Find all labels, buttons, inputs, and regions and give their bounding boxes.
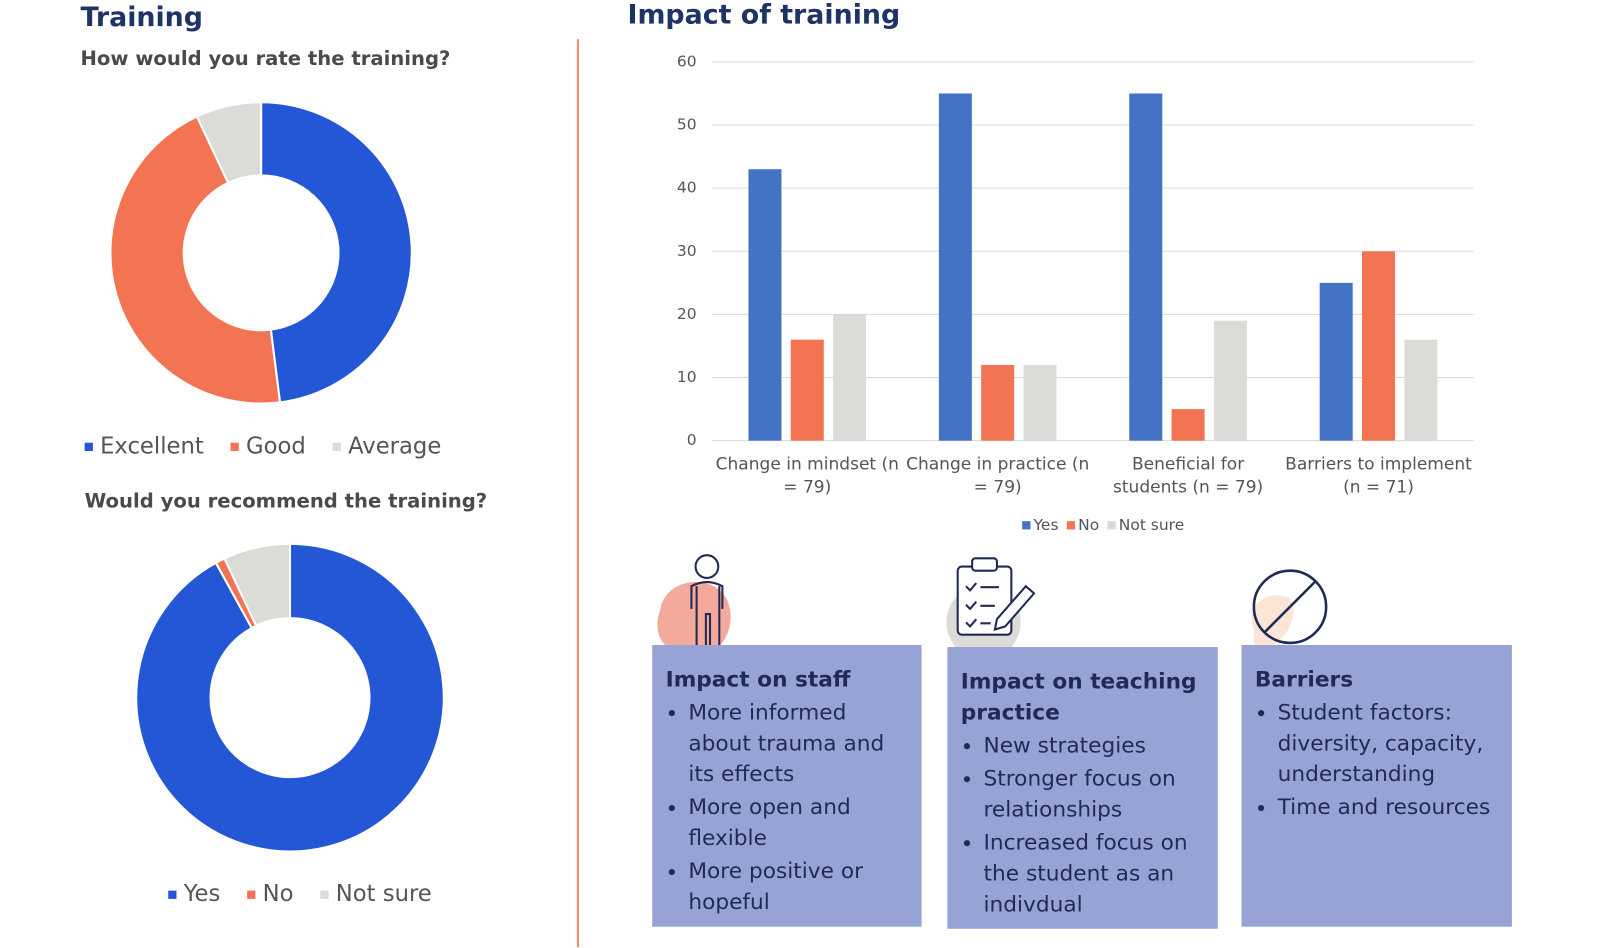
- legend-label: Good: [246, 433, 306, 459]
- card-title: Impact on staff: [665, 666, 851, 692]
- bar: [1213, 320, 1247, 441]
- teaching-icon: [946, 557, 1036, 660]
- card-list: Student factors: diversity, capacity, un…: [1255, 697, 1502, 823]
- card-list: New strategiesStronger focus on relation…: [961, 730, 1208, 920]
- section-heading: Impact of training: [627, 0, 901, 31]
- y-tick-label: 50: [677, 116, 697, 134]
- bar: [981, 364, 1015, 441]
- legend-label: Not sure: [1119, 516, 1184, 534]
- slice: [223, 542, 292, 628]
- bar: [1404, 339, 1438, 441]
- slice: [109, 115, 282, 405]
- card-title: Barriers: [1254, 666, 1354, 692]
- info-card: Impact on staff More informed about traum…: [652, 644, 922, 927]
- legend-label: No: [1078, 516, 1099, 534]
- legend-swatch: [247, 890, 256, 899]
- bar: [1171, 409, 1205, 441]
- legend-label: No: [263, 881, 294, 907]
- bar: [1319, 282, 1353, 441]
- card-list: More informed about trauma and its effec…: [666, 697, 912, 918]
- bar: [938, 93, 972, 441]
- card-item: Time and resources: [1278, 792, 1502, 823]
- legend-swatch: [168, 890, 177, 899]
- legend-label: Not sure: [336, 881, 432, 907]
- legend-label: Yes: [1033, 516, 1059, 534]
- bar: [1129, 93, 1163, 441]
- chart-title: Would you recommend the training?: [84, 490, 488, 513]
- legend-label: Yes: [183, 881, 221, 907]
- slice: [195, 101, 263, 185]
- card-item: Stronger focus on relationships: [983, 763, 1207, 825]
- card-item: More positive or hopeful: [688, 856, 911, 918]
- x-tick-label: Barriers to implement (n = 71): [1285, 454, 1472, 497]
- card-item: More open and flexible: [688, 792, 911, 854]
- legend-item: Yes: [1022, 516, 1059, 534]
- legend-item: No: [1066, 516, 1099, 534]
- y-tick-label: 60: [677, 52, 697, 70]
- x-tick-label: Change in practice (n = 79): [906, 454, 1090, 497]
- y-tick-label: 30: [677, 242, 697, 260]
- barriers-icon: [1251, 569, 1328, 654]
- card-item: Student factors: diversity, capacity, un…: [1278, 697, 1502, 790]
- y-tick-label: 20: [677, 305, 697, 323]
- info-card: Barriers Student factors: diversity, capa…: [1241, 644, 1512, 927]
- slice: [135, 542, 445, 853]
- section-heading: Training: [80, 2, 203, 34]
- bar: [833, 314, 867, 441]
- bar: [790, 339, 824, 441]
- legend-item: Not sure: [1107, 516, 1184, 534]
- legend-label: Average: [348, 433, 441, 459]
- bar: [1361, 251, 1396, 441]
- card-title: Impact on teaching practice: [960, 668, 1197, 725]
- chart-title: How would you rate the training?: [80, 47, 451, 71]
- legend-swatch: [1107, 521, 1116, 530]
- legend-swatch: [1066, 521, 1076, 530]
- y-tick-label: 10: [677, 368, 697, 386]
- x-tick-label: Beneficial for students (n = 79): [1112, 454, 1264, 497]
- x-tick-label: Change in mindset (n = 79): [715, 454, 899, 497]
- legend-swatch: [230, 442, 239, 451]
- card-item: New strategies: [983, 730, 1207, 761]
- card-item: More informed about trauma and its effec…: [688, 697, 911, 790]
- slice: [260, 101, 413, 404]
- legend-swatch: [320, 890, 329, 899]
- bar: [748, 169, 782, 441]
- legend-swatch: [332, 442, 341, 451]
- legend-swatch: [84, 442, 93, 451]
- legend-label: Excellent: [100, 433, 204, 459]
- card-item: Increased focus on the student as an ind…: [983, 827, 1207, 920]
- bar: [1023, 364, 1057, 441]
- y-tick-label: 40: [677, 179, 697, 197]
- y-tick-label: 0: [687, 431, 697, 449]
- info-card: Impact on teaching practiceNew strategie…: [947, 647, 1218, 929]
- legend-swatch: [1022, 521, 1031, 530]
- staff-icon: [657, 554, 731, 657]
